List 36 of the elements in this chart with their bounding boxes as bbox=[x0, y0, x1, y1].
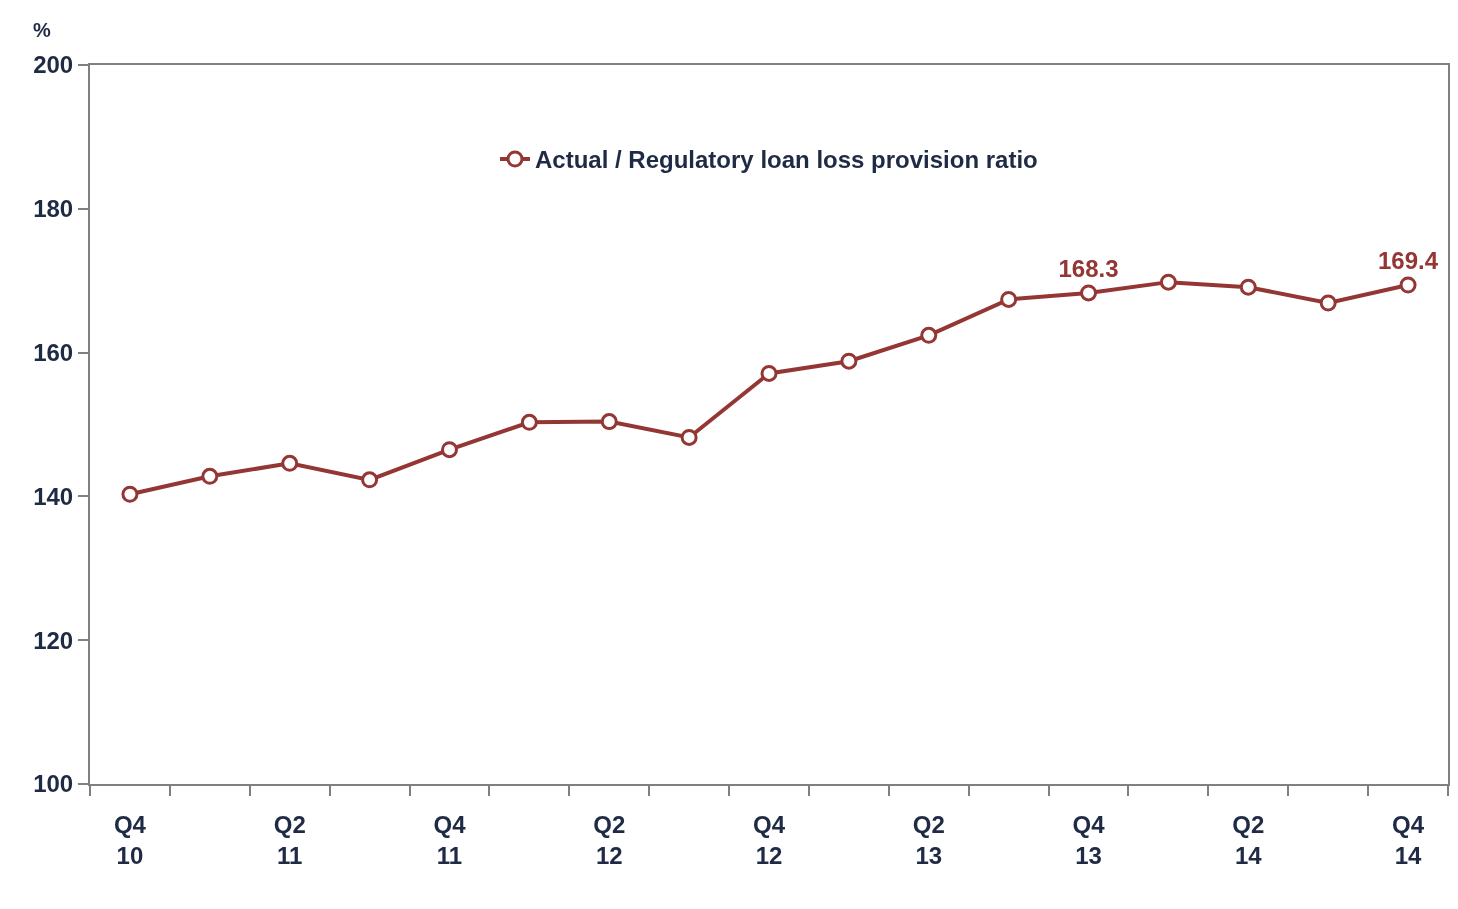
data-label: 168.3 bbox=[1058, 255, 1119, 283]
point bbox=[201, 467, 219, 485]
x-tick-label: Q2 12 bbox=[593, 810, 626, 869]
y-tick-label: 100 bbox=[33, 770, 74, 798]
point bbox=[1399, 276, 1417, 294]
x-tick-label: Q2 14 bbox=[1232, 810, 1265, 869]
point bbox=[1319, 294, 1337, 312]
point bbox=[840, 352, 858, 370]
point bbox=[281, 454, 299, 472]
y-tick-label: 140 bbox=[33, 482, 74, 510]
point bbox=[440, 441, 458, 459]
point bbox=[1239, 278, 1257, 296]
y-tick-label: 120 bbox=[33, 626, 74, 654]
legend-label: Actual / Regulatory loan loss provision ratio bbox=[535, 146, 1038, 174]
x-tick-label: Q4 12 bbox=[752, 810, 786, 869]
x-tick-label: Q4 11 bbox=[433, 810, 467, 869]
x-tick-label: Q4 10 bbox=[113, 810, 147, 869]
point bbox=[920, 326, 938, 344]
x-tick-label: Q2 13 bbox=[912, 810, 945, 869]
point bbox=[760, 364, 778, 382]
point bbox=[1080, 284, 1098, 302]
x-tick-label: Q2 11 bbox=[273, 810, 306, 869]
x-tick-label: Q4 14 bbox=[1392, 810, 1425, 869]
point bbox=[600, 413, 618, 431]
point bbox=[520, 413, 538, 431]
point bbox=[1000, 290, 1018, 308]
y-tick-label: 180 bbox=[33, 195, 74, 223]
data-label: 169.4 bbox=[1378, 247, 1439, 275]
point bbox=[121, 485, 139, 503]
point bbox=[1159, 273, 1177, 291]
y-tick-label: 160 bbox=[33, 339, 74, 366]
y-tick-label: 200 bbox=[33, 51, 74, 79]
x-tick-label: Q4 13 bbox=[1072, 810, 1106, 869]
point bbox=[680, 428, 698, 446]
point bbox=[361, 471, 379, 489]
y-axis-title: % bbox=[33, 19, 51, 41]
